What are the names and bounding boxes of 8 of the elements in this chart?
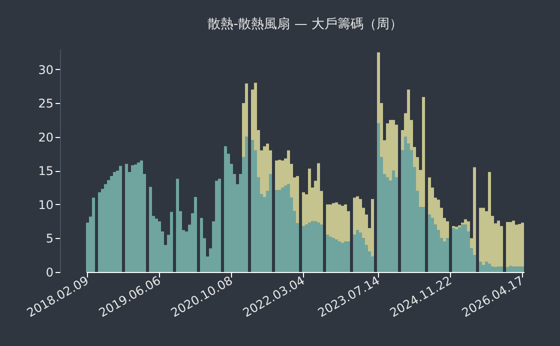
y-tick-label: 20 xyxy=(38,130,54,144)
y-tick-label: 25 xyxy=(38,96,54,111)
chart-title: 散熱-散熱風扇 — 大戶籌碼（周） xyxy=(208,16,402,32)
y-tick-label: 0 xyxy=(46,266,54,280)
y-tick-label: 30 xyxy=(38,62,54,77)
y-tick-label: 15 xyxy=(38,164,54,178)
y-tick-label: 5 xyxy=(46,232,54,246)
y-tick-label: 10 xyxy=(38,198,54,212)
